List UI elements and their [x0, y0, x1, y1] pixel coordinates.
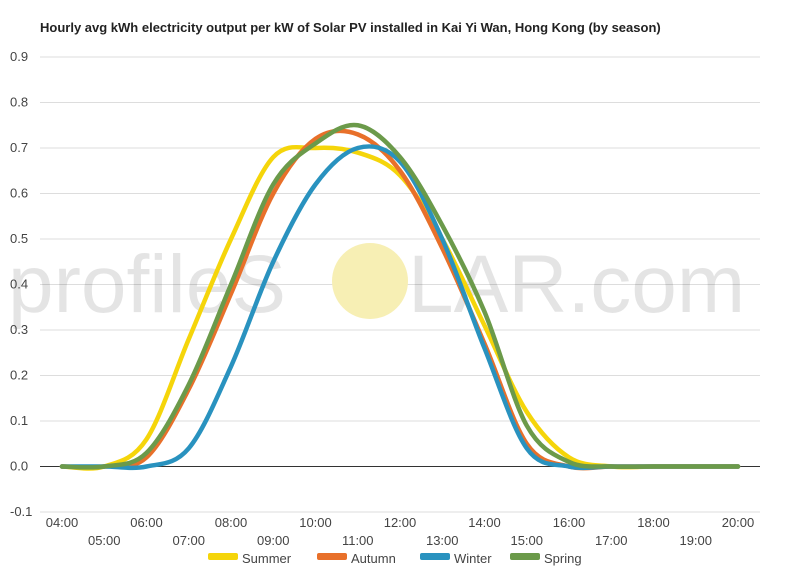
x-tick-label: 13:00 [426, 533, 459, 548]
x-tick-label: 17:00 [595, 533, 628, 548]
legend-label: Autumn [351, 551, 396, 566]
legend-item-autumn[interactable]: Autumn [317, 551, 396, 566]
x-tick-label: 18:00 [637, 515, 670, 530]
y-tick-label: 0.6 [10, 186, 28, 201]
y-tick-label: 0.3 [10, 322, 28, 337]
chart-title: Hourly avg kWh electricity output per kW… [40, 20, 661, 35]
x-tick-label: 05:00 [88, 533, 121, 548]
x-tick-label: 09:00 [257, 533, 290, 548]
x-tick-label: 16:00 [553, 515, 586, 530]
y-tick-label: 0.8 [10, 95, 28, 110]
y-tick-label: 0.9 [10, 49, 28, 64]
watermark-text-left: profileS [8, 239, 286, 330]
legend-swatch [317, 553, 347, 560]
x-tick-label: 14:00 [468, 515, 501, 530]
legend-label: Spring [544, 551, 582, 566]
legend-label: Summer [242, 551, 292, 566]
legend-swatch [208, 553, 238, 560]
legend-swatch [510, 553, 540, 560]
axes: -0.1 0.0 0.1 0.2 0.3 0.4 0.5 0.6 0.7 0.8 0.9 04:00 0… [10, 49, 760, 548]
legend-item-spring[interactable]: Spring [510, 551, 582, 566]
y-tick-label: 0.0 [10, 459, 28, 474]
y-tick-label: 0.7 [10, 140, 28, 155]
watermark-sun-icon [332, 243, 408, 319]
y-tick-label: -0.1 [10, 504, 32, 519]
x-tick-label: 11:00 [342, 533, 374, 548]
x-tick-label: 10:00 [299, 515, 332, 530]
y-tick-label: 0.1 [10, 413, 28, 428]
y-tick-label: 0.2 [10, 368, 28, 383]
y-tick-label: 0.4 [10, 277, 28, 292]
y-tick-label: 0.5 [10, 231, 28, 246]
legend-item-summer[interactable]: Summer [208, 551, 292, 566]
series-line-spring [59, 122, 741, 470]
x-tick-label: 06:00 [130, 515, 163, 530]
profilesolar-watermark: profileS LAR.com [8, 239, 745, 330]
x-tick-label: 04:00 [46, 515, 79, 530]
x-tick-label: 15:00 [510, 533, 543, 548]
x-tick-label: 20:00 [722, 515, 755, 530]
legend-item-winter[interactable]: Winter [420, 551, 492, 566]
legend-swatch [420, 553, 450, 560]
x-tick-label: 08:00 [215, 515, 248, 530]
x-tick-label: 12:00 [384, 515, 417, 530]
x-tick-label: 07:00 [172, 533, 205, 548]
x-tick-label: 19:00 [679, 533, 712, 548]
legend: Summer Autumn Winter Spring [208, 551, 582, 566]
series-lines [59, 122, 741, 471]
legend-label: Winter [454, 551, 492, 566]
